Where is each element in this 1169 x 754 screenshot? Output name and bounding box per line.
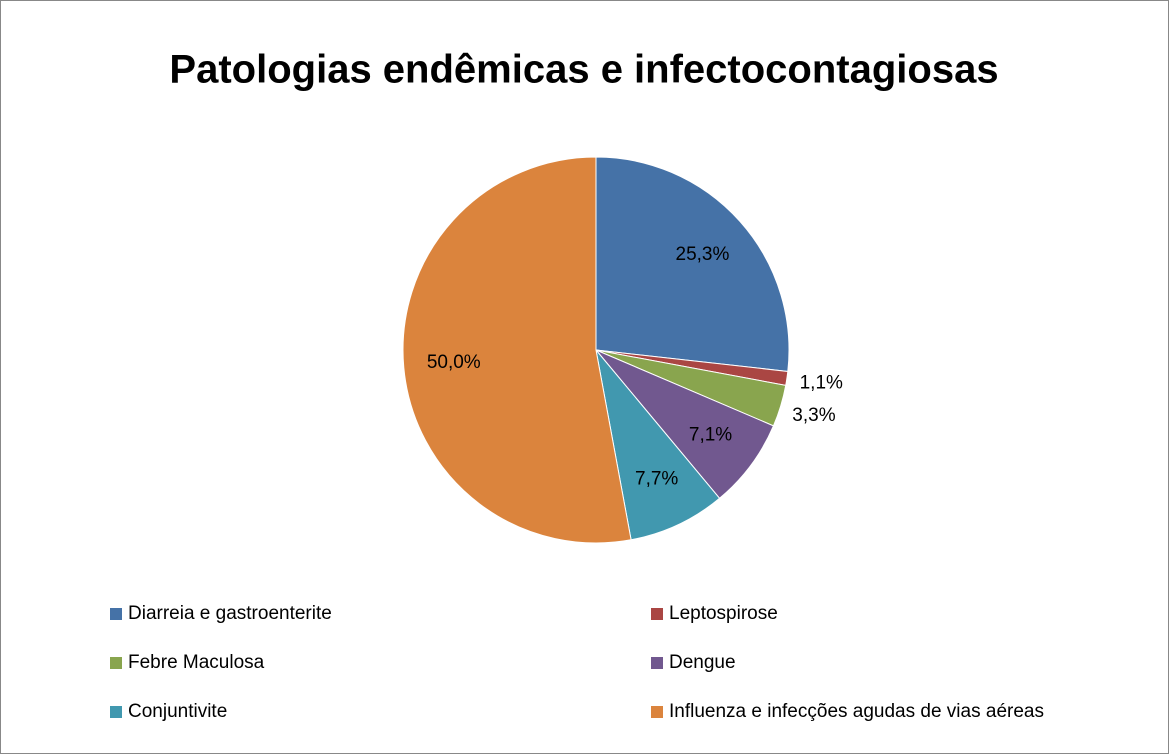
data-label: 50,0% xyxy=(427,352,481,373)
legend-swatch xyxy=(651,706,663,718)
data-label: 7,1% xyxy=(689,424,732,445)
legend-swatch xyxy=(651,608,663,620)
legend-swatch xyxy=(110,706,122,718)
pie-slice xyxy=(595,348,721,541)
legend-swatch xyxy=(651,657,663,669)
data-label: 25,3% xyxy=(676,244,730,265)
legend-label: Conjuntivite xyxy=(128,701,227,722)
legend-label: Diarreia e gastroenterite xyxy=(128,603,332,624)
chart-title: Patologias endêmicas e infectocontagiosa… xyxy=(169,48,998,92)
legend-label: Influenza e infecções agudas de vias aér… xyxy=(669,701,1044,722)
legend-swatch xyxy=(110,657,122,669)
legend-label: Febre Maculosa xyxy=(128,652,265,673)
data-label: 1,1% xyxy=(800,373,843,394)
legend-label: Leptospirose xyxy=(669,603,778,624)
pie-slice xyxy=(402,156,632,544)
pie-slice xyxy=(595,156,790,373)
data-label: 3,3% xyxy=(792,405,835,426)
legend-swatch xyxy=(110,608,122,620)
data-label: 7,7% xyxy=(635,468,678,489)
legend-label: Dengue xyxy=(669,652,736,673)
